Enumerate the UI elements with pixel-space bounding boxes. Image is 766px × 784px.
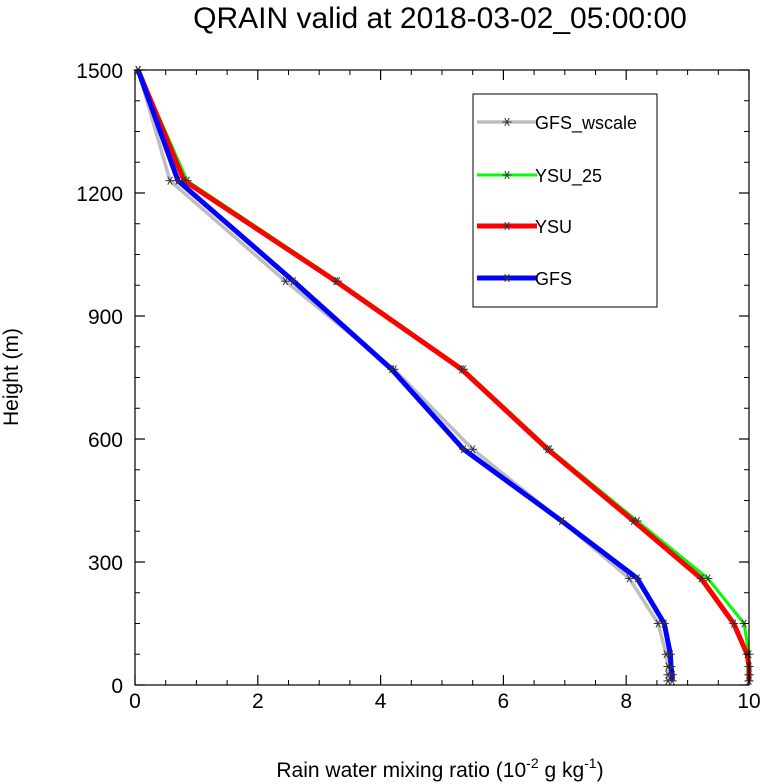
data-point (457, 365, 467, 374)
data-point (331, 277, 341, 286)
x-axis-label-main: Rain water mixing ratio (10 (276, 759, 526, 782)
data-point (458, 445, 468, 454)
data-point (165, 176, 175, 185)
x-tick-label: 0 (129, 690, 141, 713)
data-point (659, 619, 669, 628)
data-point (387, 365, 397, 374)
legend-box (472, 93, 658, 308)
x-tick-label: 6 (498, 690, 510, 713)
series-line (135, 69, 675, 681)
legend-marker (502, 273, 512, 283)
x-tick-label: 8 (620, 690, 632, 713)
legend: GFS_wscale YSU_25 YSU GFS (472, 93, 658, 308)
legend-label: GFS (535, 269, 572, 289)
y-tick-label: 300 (88, 552, 123, 575)
legend-item: YSU (477, 217, 572, 237)
x-axis-label-exponent-2: -1 (584, 755, 597, 771)
x-tick-label: 4 (375, 690, 387, 713)
y-axis-label: Height (m) (0, 328, 23, 426)
legend-label: GFS_wscale (535, 113, 637, 134)
y-tick-label: 1200 (76, 183, 123, 206)
data-point (729, 619, 739, 628)
legend-marker (502, 117, 512, 127)
series-ysu (133, 65, 754, 686)
x-tick-label: 2 (252, 690, 264, 713)
data-point (632, 574, 642, 583)
x-axis-label: Rain water mixing ratio (10-2 g kg-1) (276, 755, 603, 782)
data-point (173, 176, 183, 185)
data-point (288, 277, 298, 286)
y-tick-label: 600 (88, 429, 123, 452)
y-tick-label: 900 (88, 306, 123, 329)
legend-item: GFS_wscale (477, 113, 637, 134)
series-gfs (133, 65, 677, 686)
data-point (666, 662, 676, 671)
data-point (667, 670, 677, 679)
data-point (543, 445, 553, 454)
data-point (696, 574, 706, 583)
legend-label: YSU_25 (535, 166, 602, 187)
legend-item: GFS (477, 269, 572, 289)
legend-marker (502, 221, 512, 231)
series-ysu-25 (133, 65, 754, 686)
data-point (629, 516, 639, 526)
data-point (557, 516, 567, 526)
y-tick-label: 1500 (76, 60, 123, 83)
x-tick-label: 10 (737, 690, 760, 713)
legend-item: YSU_25 (477, 166, 602, 187)
legend-marker (502, 170, 512, 180)
data-point (665, 650, 675, 659)
x-axis-label-exponent-1: -2 (526, 755, 539, 771)
chart-title: QRAIN valid at 2018-03-02_05:00:00 (193, 2, 687, 35)
y-tick-label: 0 (111, 675, 123, 698)
legend-label: YSU (535, 217, 572, 237)
x-axis-label-unit: g kg (539, 759, 585, 782)
x-axis-label-close: ) (597, 759, 604, 782)
